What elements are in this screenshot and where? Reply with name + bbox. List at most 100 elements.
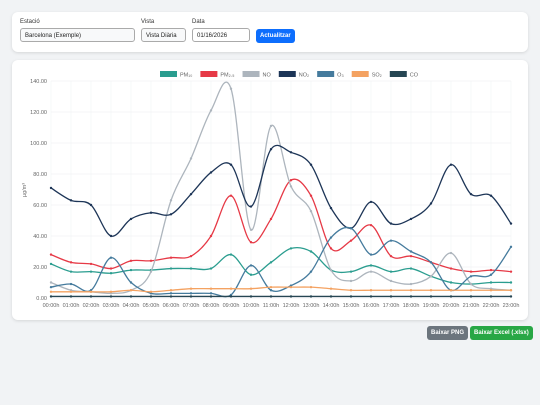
data-point	[249, 228, 253, 231]
data-point	[329, 287, 333, 290]
data-point	[309, 250, 313, 253]
data-point	[369, 264, 373, 267]
data-point	[109, 256, 113, 259]
data-point	[509, 289, 513, 292]
data-point	[89, 262, 93, 266]
data-point	[509, 245, 513, 249]
data-point	[209, 292, 213, 295]
data-point	[229, 295, 233, 298]
data-point	[249, 205, 253, 208]
data-point	[169, 213, 173, 216]
data-point	[89, 290, 93, 293]
legend-label: NO₂	[299, 73, 309, 79]
y-tick-label: 20.00	[33, 265, 47, 271]
data-point	[349, 289, 353, 292]
x-tick-label: 21:00h	[463, 303, 480, 309]
x-tick-label: 20:00h	[443, 303, 460, 309]
data-point	[169, 295, 173, 298]
data-point	[429, 275, 433, 278]
station-label: Estació	[20, 19, 40, 25]
data-point	[269, 217, 273, 221]
data-point	[229, 287, 233, 290]
data-point	[209, 234, 213, 238]
data-point	[349, 227, 353, 230]
x-tick-label: 05:00h	[143, 303, 160, 309]
data-point	[69, 270, 73, 273]
data-point	[309, 210, 313, 213]
data-point	[209, 287, 213, 290]
update-button[interactable]: Actualitzar	[256, 29, 295, 43]
legend-label: PM₂.₅	[220, 73, 234, 79]
data-point	[209, 171, 213, 174]
legend-label: CO	[410, 73, 419, 79]
data-point	[49, 253, 53, 256]
date-label: Data	[192, 19, 205, 25]
data-point	[129, 217, 133, 221]
view-label: Vista	[141, 19, 155, 25]
data-point	[389, 270, 393, 273]
x-tick-label: 16:00h	[363, 303, 380, 309]
series-line	[50, 226, 512, 298]
data-point	[489, 281, 493, 284]
data-point	[289, 295, 293, 298]
data-point	[409, 289, 413, 292]
data-point	[289, 179, 293, 182]
x-tick-label: 03:00h	[103, 303, 120, 309]
data-point	[149, 270, 153, 273]
data-point	[489, 268, 493, 272]
x-tick-label: 10:00h	[243, 303, 260, 309]
series-line	[50, 178, 512, 273]
data-point	[49, 285, 53, 289]
data-point	[189, 287, 193, 290]
data-point	[169, 199, 173, 202]
data-point	[129, 259, 133, 262]
data-point	[209, 109, 213, 112]
data-point	[289, 247, 293, 250]
data-point	[369, 295, 373, 298]
data-point	[149, 211, 153, 214]
data-point	[509, 270, 513, 273]
data-point	[489, 273, 493, 276]
data-point	[289, 151, 293, 154]
data-point	[89, 270, 93, 273]
data-point	[229, 194, 233, 197]
data-point	[69, 290, 73, 293]
png-button[interactable]: Baixar PNG	[427, 326, 469, 340]
data-point	[469, 270, 473, 273]
view-select[interactable]: Vista Diària	[141, 28, 186, 42]
legend-label: SO₂	[372, 73, 382, 79]
x-tick-label: 17:00h	[383, 303, 400, 309]
x-tick-label: 06:00h	[163, 303, 180, 309]
data-point	[349, 270, 353, 273]
data-point	[329, 268, 333, 272]
x-tick-label: 07:00h	[183, 303, 200, 309]
x-tick-label: 19:00h	[423, 303, 440, 309]
data-point	[89, 295, 93, 298]
date-input[interactable]: 01/16/2026	[192, 28, 250, 42]
data-point	[149, 295, 153, 298]
legend-swatch	[351, 71, 369, 77]
station-select[interactable]: Barcelona (Exemple)	[20, 28, 135, 42]
data-point	[409, 282, 413, 286]
filter-card: Estació Barcelona (Exemple) Vista Vista …	[12, 12, 528, 52]
data-point	[349, 279, 353, 283]
data-point	[269, 295, 273, 298]
data-point	[229, 163, 233, 166]
data-point	[269, 148, 273, 151]
data-point	[389, 239, 393, 242]
series-line	[50, 144, 512, 237]
data-point	[409, 254, 413, 258]
data-point	[189, 267, 193, 270]
data-point	[329, 206, 333, 210]
excel-button[interactable]: Baixar Excel (.xlsx)	[470, 326, 533, 340]
data-point	[109, 295, 113, 298]
data-point	[389, 295, 393, 298]
legend-swatch	[200, 71, 218, 77]
legend-label: O₃	[337, 73, 344, 79]
y-tick-label: 140.00	[30, 79, 47, 85]
data-point	[369, 289, 373, 292]
x-tick-label: 02:00h	[83, 303, 100, 309]
x-tick-label: 23:00h	[503, 303, 520, 309]
data-point	[249, 273, 253, 276]
data-point	[509, 281, 513, 284]
